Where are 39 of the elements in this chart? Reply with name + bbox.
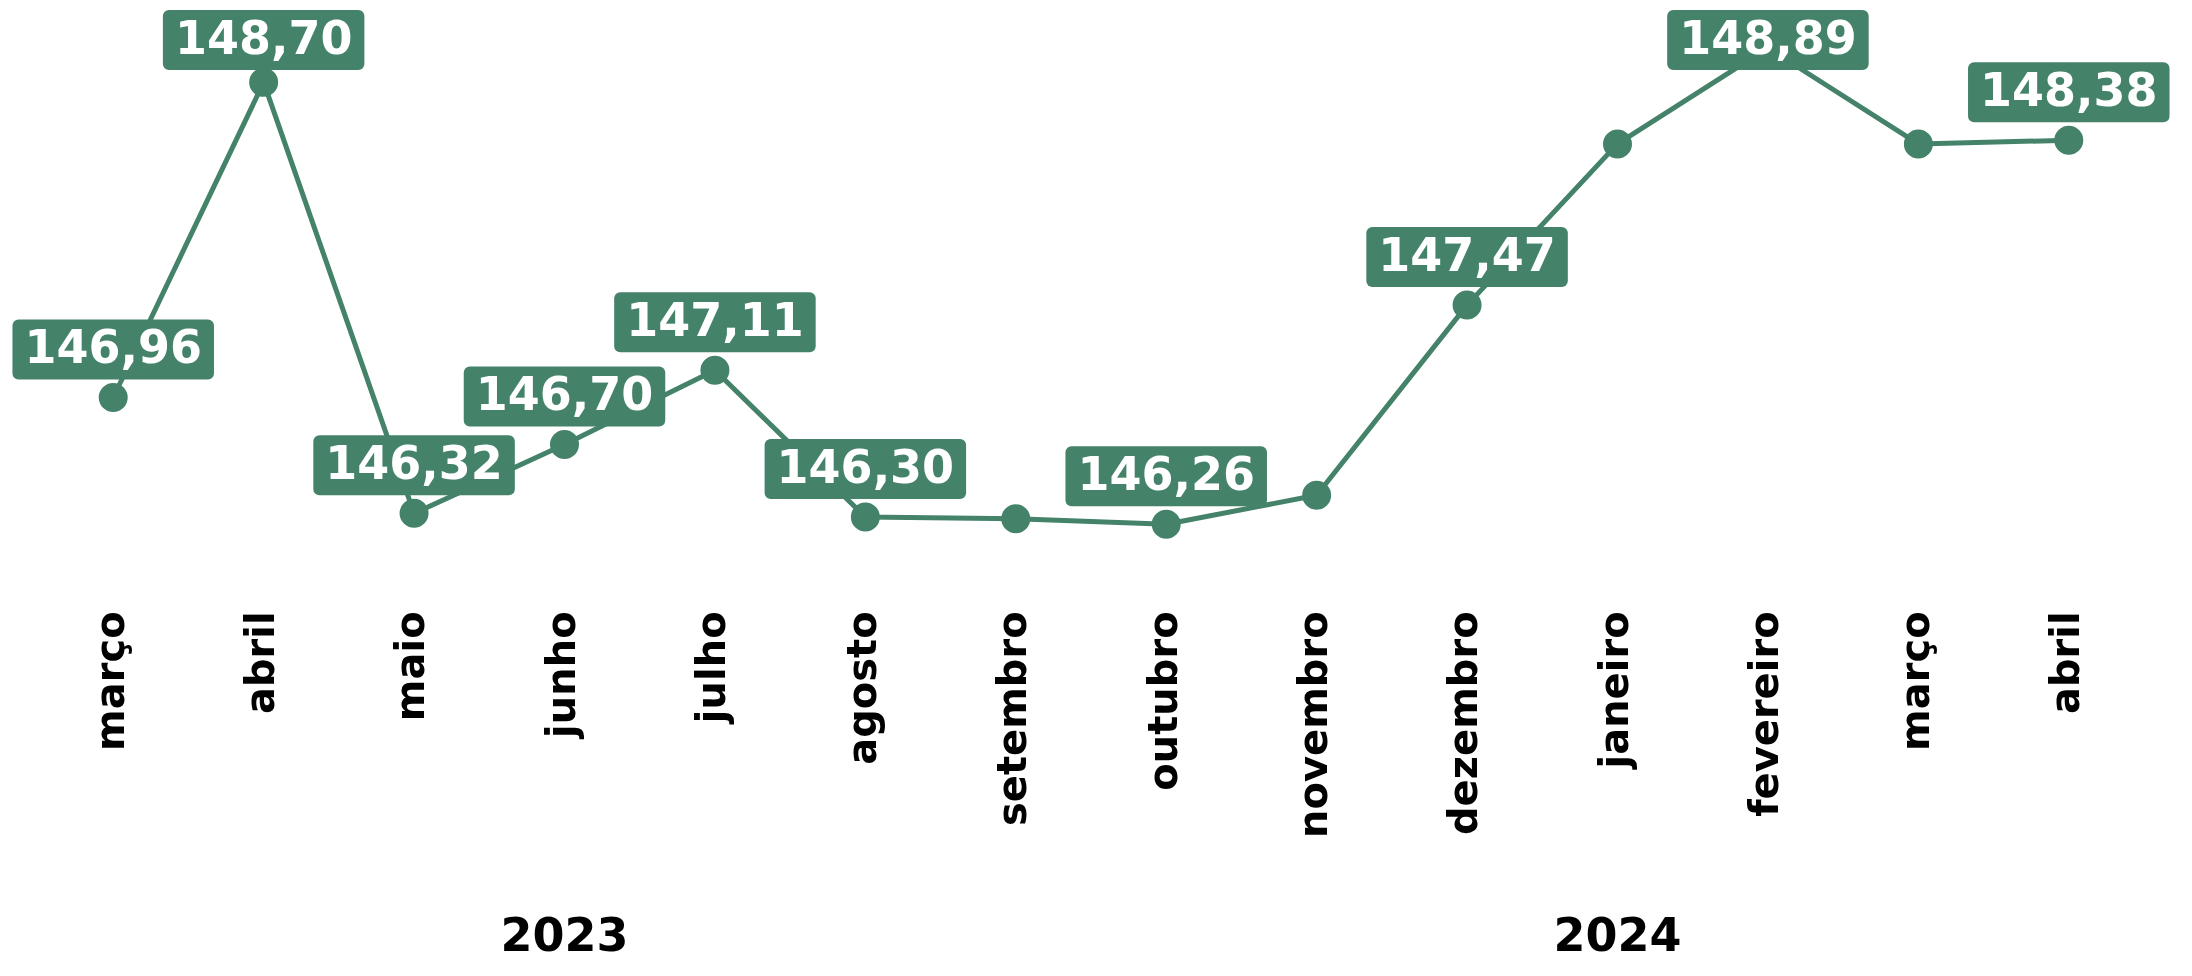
data-label: 146,96 — [24, 320, 202, 375]
point — [399, 498, 429, 528]
point — [850, 502, 880, 532]
x-tick-label: setembro — [989, 611, 1036, 827]
point — [2054, 125, 2084, 155]
x-tick-label: fevereiro — [1741, 611, 1788, 817]
point — [700, 355, 730, 385]
data-label: 148,70 — [174, 10, 353, 65]
x-tick-label: julho — [688, 611, 735, 726]
x-tick-label: maio — [387, 611, 434, 722]
x-tick-label: agosto — [838, 611, 885, 765]
x-tick-label: junho — [537, 611, 584, 740]
data-label: 146,26 — [1077, 447, 1255, 502]
point — [1903, 129, 1933, 159]
point — [1151, 509, 1181, 539]
point — [1452, 290, 1482, 320]
data-label: 147,47 — [1378, 228, 1556, 283]
data-label: 148,38 — [1980, 63, 2158, 118]
point — [1001, 504, 1031, 534]
point — [1302, 480, 1332, 510]
point — [1603, 129, 1632, 159]
x-tick-label: abril — [2042, 611, 2089, 715]
x-tick-label: novembro — [1290, 611, 1337, 839]
data-label: 148,89 — [1679, 10, 1857, 65]
x-tick-label: janeiro — [1590, 611, 1637, 771]
text: 2024 — [1553, 907, 1682, 962]
text: 2023 — [500, 907, 629, 962]
x-tick-label: dezembro — [1440, 611, 1487, 836]
x-tick-label: março — [86, 611, 133, 751]
point — [98, 382, 128, 412]
data-label: 147,11 — [626, 293, 804, 348]
data-label: 146,70 — [475, 367, 654, 422]
point — [249, 67, 279, 97]
data-label: 146,30 — [776, 439, 955, 494]
data-label: 146,32 — [325, 436, 503, 491]
x-tick-label: abril — [237, 611, 284, 715]
x-tick-label: março — [1891, 611, 1938, 751]
point — [550, 430, 579, 460]
x-tick-label: outubro — [1139, 611, 1186, 791]
